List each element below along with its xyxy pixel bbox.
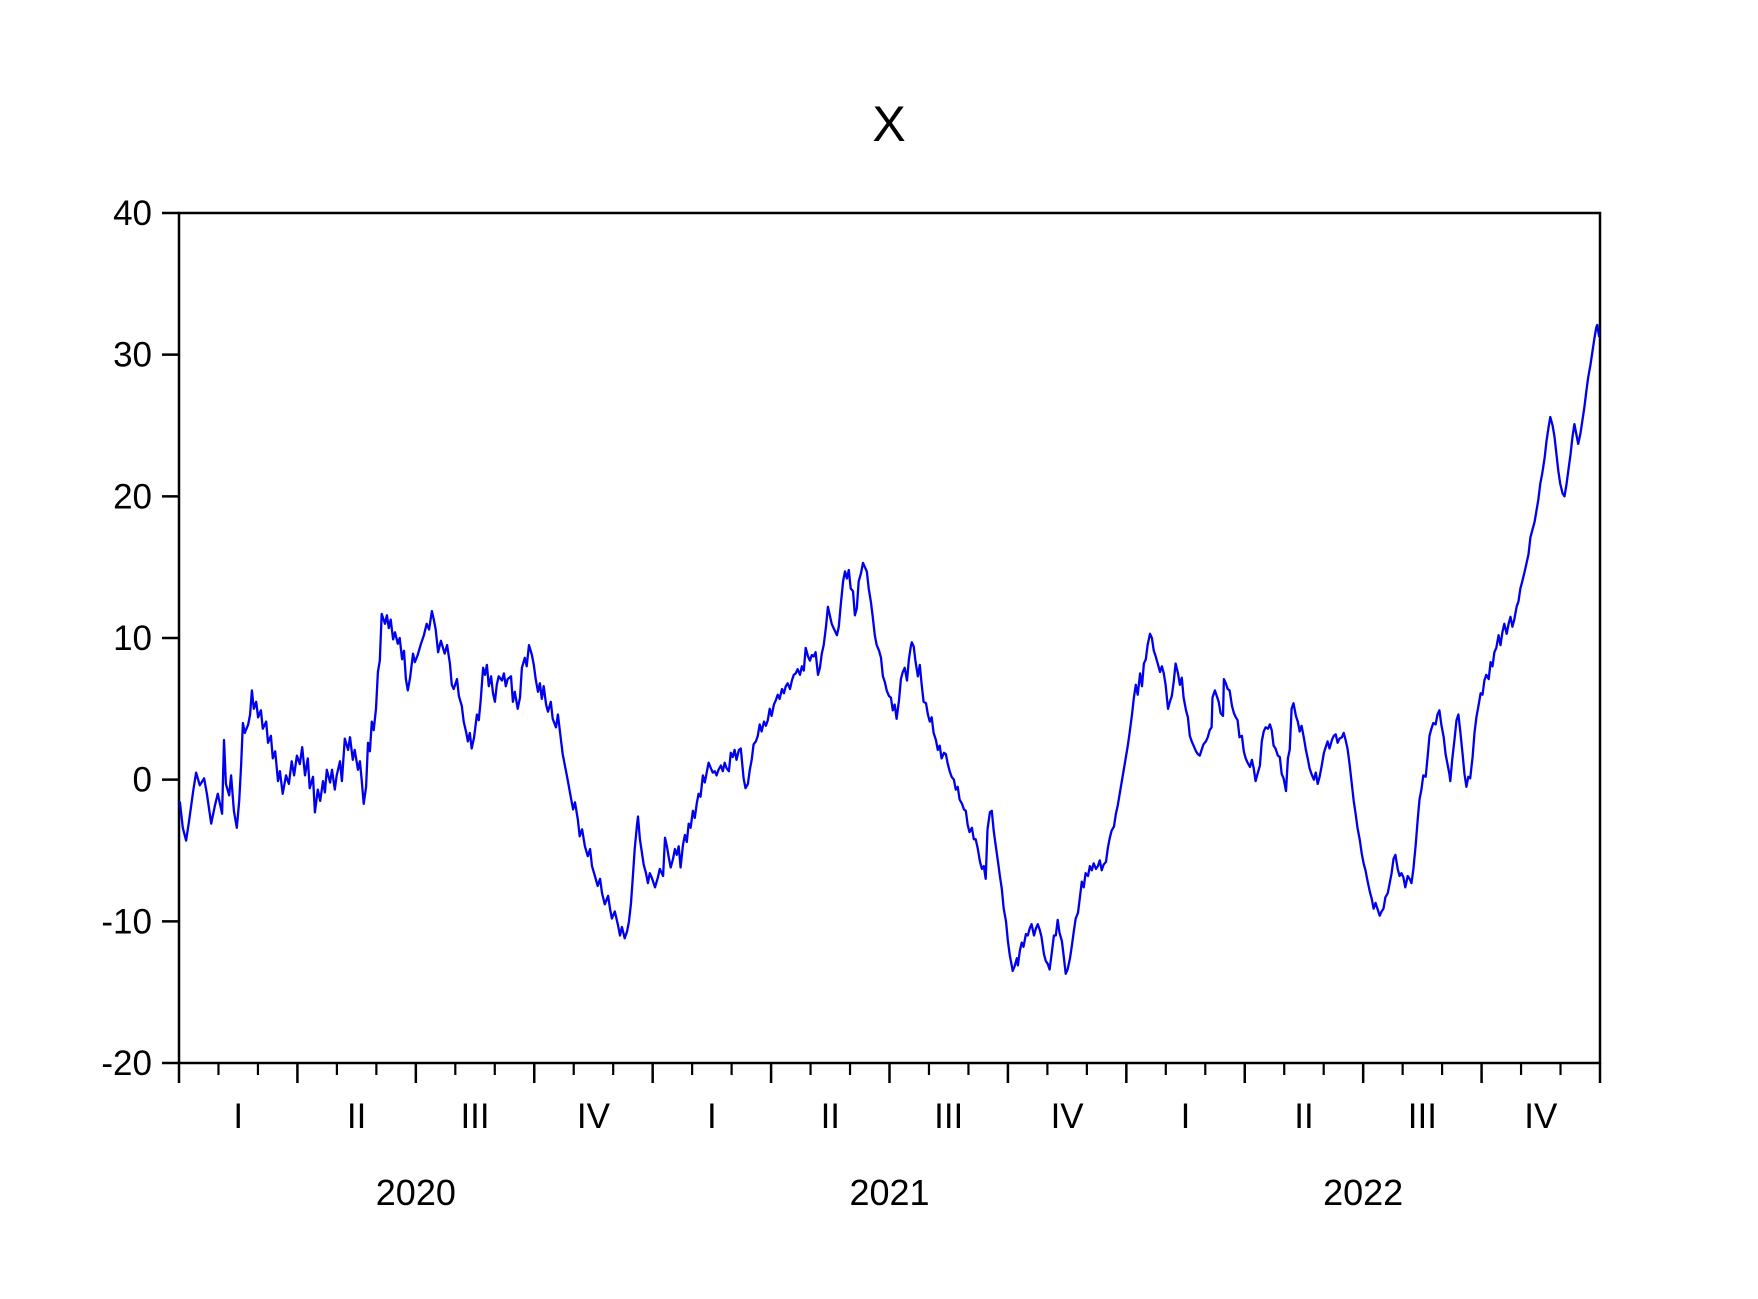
x-axis-quarter-label: IV	[577, 1097, 611, 1136]
chart-title: X	[872, 96, 905, 152]
x-axis-quarter-label: II	[1294, 1097, 1313, 1136]
x-axis-quarter-label: IV	[1524, 1097, 1558, 1136]
y-axis-tick-label: -20	[101, 1044, 152, 1083]
y-axis-tick-label: 0	[133, 761, 152, 800]
x-axis-year-label: 2021	[849, 1172, 929, 1213]
x-axis-quarter-label: I	[707, 1097, 717, 1136]
x-axis-quarter-label: III	[1408, 1097, 1437, 1136]
x-axis-year-label: 2020	[376, 1172, 456, 1213]
x-axis-quarter-label: I	[1181, 1097, 1191, 1136]
x-axis-quarter-label: IV	[1051, 1097, 1085, 1136]
y-axis-tick-label: 10	[113, 619, 152, 658]
y-axis-tick-label: -10	[101, 902, 152, 941]
y-axis-tick-label: 30	[113, 336, 152, 375]
x-axis-year-label: 2022	[1323, 1172, 1403, 1213]
series-line-x	[178, 323, 1601, 975]
y-axis-tick-label: 40	[113, 194, 152, 233]
x-axis-quarter-label: III	[934, 1097, 963, 1136]
x-axis-quarter-label: II	[347, 1097, 366, 1136]
x-axis-quarter-label: I	[233, 1097, 243, 1136]
x-axis-quarter-label: III	[460, 1097, 489, 1136]
x-axis-quarter-label: II	[821, 1097, 840, 1136]
y-axis-tick-label: 20	[113, 477, 152, 516]
